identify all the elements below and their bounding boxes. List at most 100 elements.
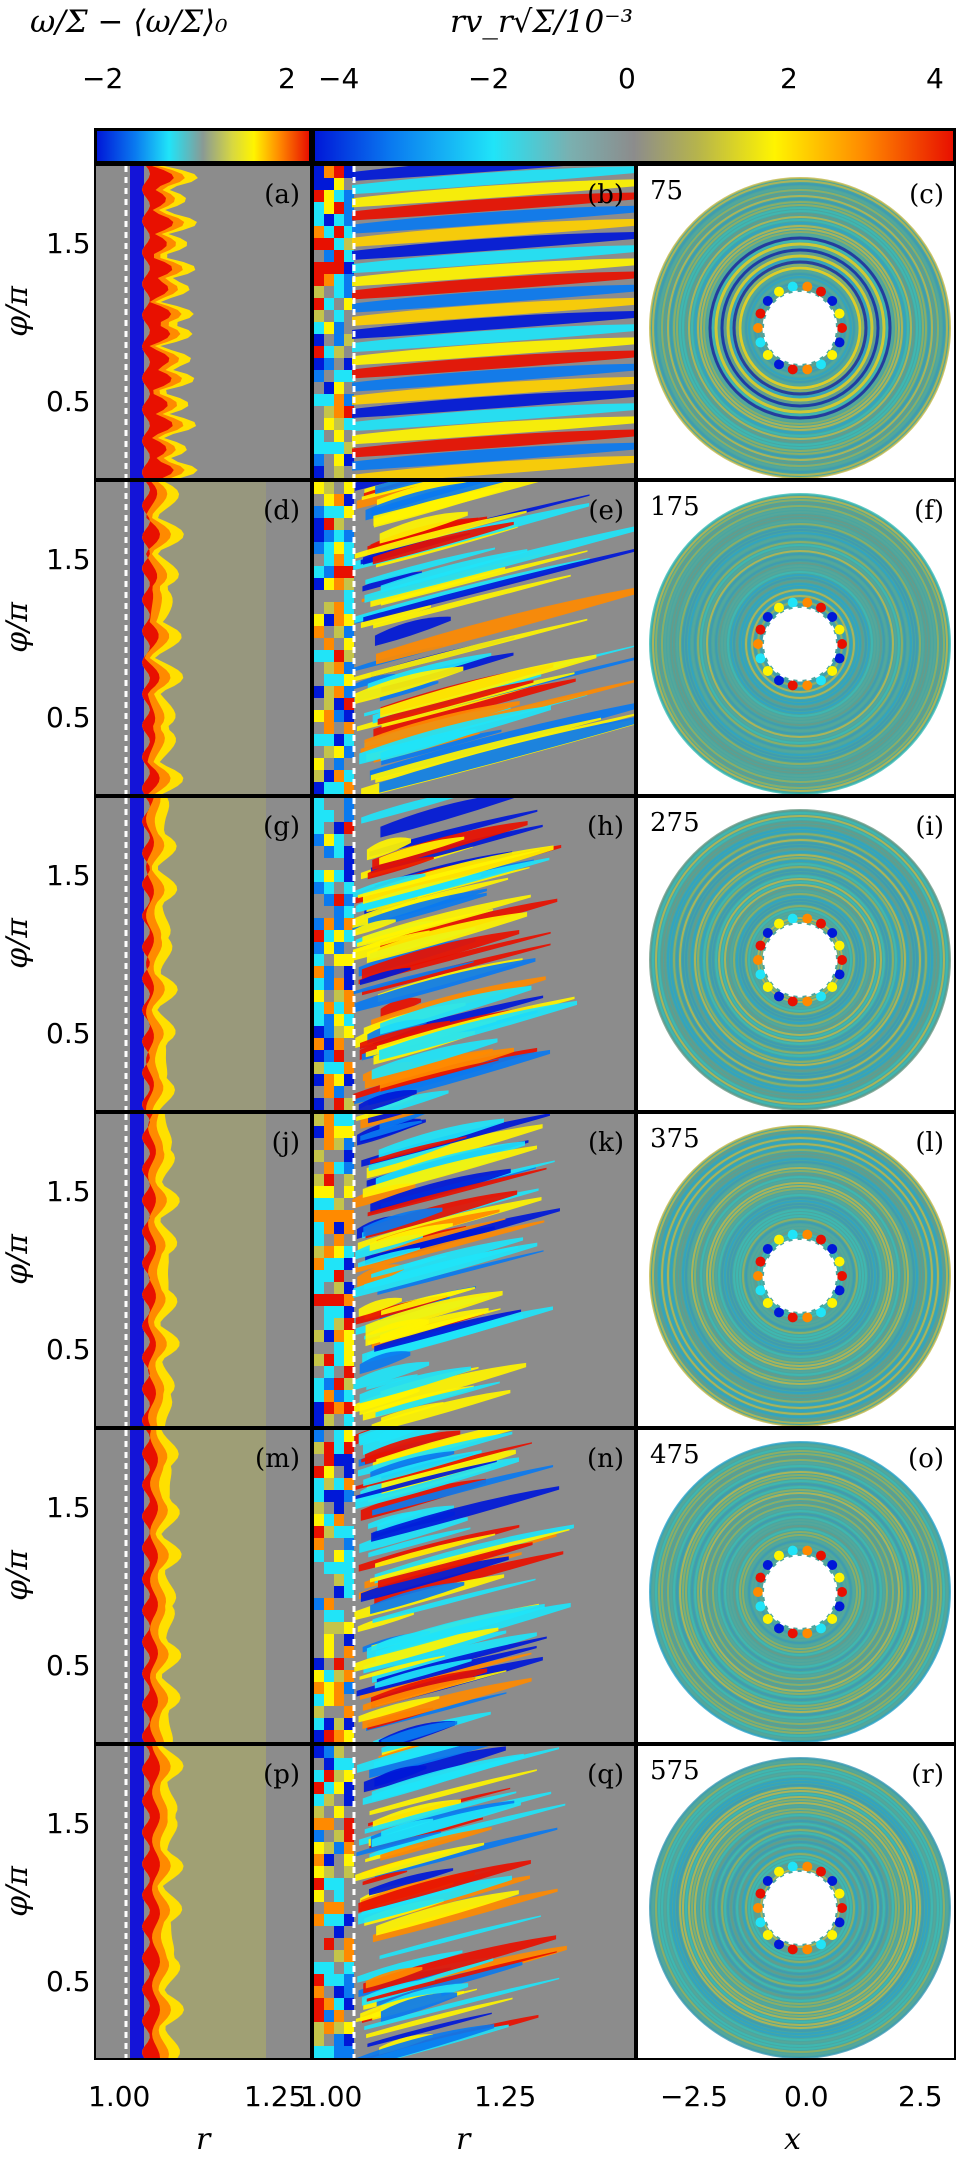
ytick: 0.5: [46, 1017, 91, 1050]
flux-inner-cell: [334, 590, 344, 602]
inner-rim-blob: [827, 1930, 838, 1940]
flux-inner-cell: [344, 1454, 354, 1466]
flux-inner-cell: [344, 870, 354, 882]
flux-panel: (h): [312, 796, 636, 1112]
flux-inner-cell: [344, 1634, 354, 1646]
flux-inner-cell: [324, 506, 334, 518]
flux-inner-cell: [324, 1866, 334, 1878]
colorbar-right-tick: 0: [618, 62, 636, 95]
flux-streak: [354, 1220, 545, 1273]
disk-ring: [688, 1796, 912, 2020]
vorticity-panel: (j): [94, 1112, 312, 1428]
flux-inner-cell: [324, 1670, 334, 1682]
flux-inner-cell: [334, 1842, 344, 1854]
time-label: 175: [646, 492, 704, 522]
flux-inner-cell: [314, 190, 324, 202]
flux-streak: [354, 1460, 497, 1500]
xtick-col1: 1.00: [88, 2080, 151, 2113]
flux-streak: [364, 1977, 560, 2031]
flux-inner-cell: [334, 370, 344, 382]
disk-ring: [676, 1152, 924, 1400]
panel-label: (q): [587, 1760, 624, 1790]
flux-inner-cell: [324, 1306, 334, 1318]
inner-rim-blob: [837, 1271, 847, 1281]
disk-ring: [667, 1459, 933, 1725]
flux-inner-cell: [314, 1854, 324, 1866]
flux-inner-cell: [344, 882, 354, 894]
flux-streak: [352, 232, 634, 260]
inner-rim-blob: [755, 1917, 766, 1928]
flux-streak: [352, 429, 634, 458]
flux-inner-cell: [344, 954, 354, 966]
disk-ring: [724, 1516, 876, 1668]
flux-inner-cell: [314, 566, 324, 578]
flux-inner-cell: [344, 442, 354, 454]
disk-ring: [724, 252, 876, 404]
flux-inner-cell: [314, 810, 324, 822]
flux-streak: [367, 2012, 492, 2048]
disk-ring: [667, 1143, 933, 1409]
inner-rim-blob: [827, 612, 838, 622]
flux-inner-cell: [314, 202, 324, 214]
disk-ring: [730, 258, 870, 398]
ytick: 1.5: [46, 543, 91, 576]
flux-inner-cell: [324, 286, 334, 298]
flux-inner-cell: [334, 1014, 344, 1026]
flux-inner-cell: [314, 226, 324, 238]
flux-inner-cell: [314, 1706, 324, 1718]
inner-rim-blob: [762, 350, 773, 360]
flux-streak: [352, 350, 634, 379]
flux-inner-cell: [324, 1914, 334, 1926]
flux-streak: [377, 1250, 544, 1295]
disk-ring: [700, 1176, 900, 1376]
flux-inner-cell: [334, 822, 344, 834]
disk-ring: [730, 1522, 870, 1662]
flux-inner-cell: [334, 1986, 344, 1998]
flux-inner-cell: [324, 166, 334, 178]
disk-ring: [718, 562, 882, 726]
flux-inner-cell: [334, 1962, 344, 1974]
flux-streak: [374, 1765, 427, 1787]
flux-map: [314, 166, 634, 478]
flux-inner-cell: [334, 1938, 344, 1950]
flux-inner-cell: [314, 1414, 324, 1426]
flux-streak: [356, 2024, 495, 2058]
flux-inner-cell: [344, 1998, 354, 2010]
disk-ring: [688, 216, 912, 440]
disk-ring: [751, 1227, 849, 1325]
flux-inner-cell: [314, 1938, 324, 1950]
flux-inner-cell: [314, 1914, 324, 1926]
disk-ring: [661, 1769, 939, 2047]
disk-spiral-ring: [714, 242, 886, 414]
vorticity-panel: (d): [94, 480, 312, 796]
disk-ring: [745, 1853, 855, 1963]
polar-disk: [649, 809, 951, 1110]
flux-inner-cell: [344, 250, 354, 262]
flux-streak: [363, 1935, 557, 1994]
flux-inner-cell: [314, 906, 324, 918]
flux-inner-cell: [334, 542, 344, 554]
flux-inner-cell: [314, 1986, 324, 1998]
disk-spiral-ring: [726, 254, 874, 402]
flux-inner-cell: [324, 1390, 334, 1402]
vorticity-band-core: [142, 1430, 158, 1742]
flux-inner-cell: [324, 2046, 334, 2058]
flux-streak: [380, 1059, 499, 1092]
flux-streak: [366, 837, 411, 861]
flux-inner-cell: [344, 1586, 354, 1598]
flux-streak: [368, 1114, 403, 1124]
flux-inner-cell: [344, 966, 354, 978]
flux-inner-cell: [324, 554, 334, 566]
disk-ring: [721, 881, 879, 1039]
disk-ring: [652, 1128, 948, 1424]
flux-inner-cell: [344, 2022, 354, 2034]
flux-inner-cell: [334, 1086, 344, 1098]
flux-inner-cell: [314, 1466, 324, 1478]
inner-rim-blob: [755, 1256, 766, 1267]
flux-streak: [353, 919, 396, 937]
flux-inner-cell: [324, 1998, 334, 2010]
inner-rim-blob: [834, 940, 845, 951]
disk-ring: [691, 219, 909, 437]
flux-inner-cell: [344, 662, 354, 674]
flux-inner-cell: [344, 1878, 354, 1890]
